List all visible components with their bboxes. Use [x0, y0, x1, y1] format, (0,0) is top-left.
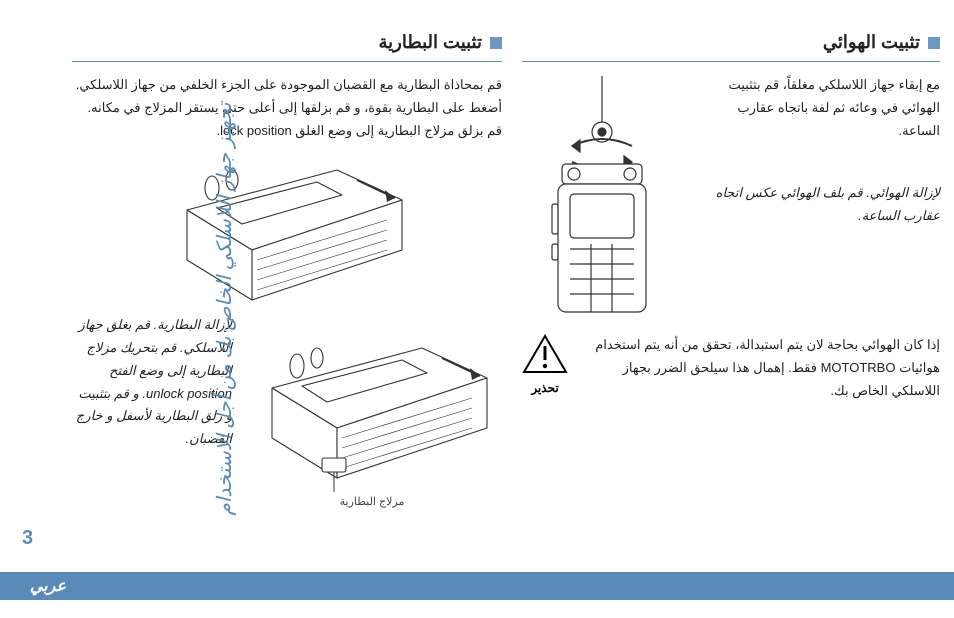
- content-area: تثبيت الهوائي مع إبقاء جهاز اللاسلكي مغل…: [58, 0, 954, 618]
- right-column: تثبيت البطارية قم بمحاذاة البطارية مع ال…: [72, 32, 502, 558]
- caution-block: إذا كان الهوائي بحاجة لان يتم استبدالة، …: [522, 334, 940, 402]
- section-divider: [522, 61, 940, 62]
- battery-figure-install: [157, 150, 417, 310]
- battery-remove-para: لإزالة البطارية. قم بغلق جهاز اللاسلكي. …: [72, 314, 232, 451]
- section-heading-antenna: تثبيت الهوائي: [522, 32, 940, 53]
- battery-figure-remove: مزلاج البطارية: [242, 318, 502, 498]
- manual-page: تثبيت الهوائي مع إبقاء جهاز اللاسلكي مغل…: [0, 0, 954, 618]
- heading-bullet-icon: [490, 37, 502, 49]
- caution-icon-wrap: تحذير: [522, 334, 568, 395]
- battery-install-para: قم بمحاذاة البطارية مع القضبان الموجودة …: [72, 74, 502, 142]
- side-tab: تجهيز جهاز اللاسلكي الخاص بك من أجل الاس…: [0, 0, 58, 618]
- heading-text: تثبيت الهوائي: [823, 32, 920, 53]
- footer-bar: [0, 572, 954, 600]
- side-tab-text: تجهيز جهاز اللاسلكي الخاص بك من أجل الاس…: [212, 102, 237, 515]
- footer-language-label: عربي: [30, 576, 66, 596]
- battery-remove-block: مزلاج البطارية لإزالة البطارية. قم بغلق …: [72, 314, 502, 498]
- heading-text: تثبيت البطارية: [379, 32, 483, 53]
- heading-bullet-icon: [928, 37, 940, 49]
- page-number: 3: [22, 527, 33, 550]
- left-column: تثبيت الهوائي مع إبقاء جهاز اللاسلكي مغل…: [522, 32, 940, 558]
- section-heading-battery: تثبيت البطارية: [72, 32, 502, 53]
- caution-label: تحذير: [522, 381, 568, 395]
- section-divider: [72, 61, 502, 62]
- battery-remove-text: لإزالة البطارية. قم بغلق جهاز اللاسلكي. …: [72, 314, 232, 451]
- antenna-install-para: مع إبقاء جهاز اللاسلكي مغلقاً، قم بتثبيت…: [698, 74, 940, 142]
- antenna-text-block: مع إبقاء جهاز اللاسلكي مغلقاً، قم بتثبيت…: [698, 74, 940, 228]
- caution-text: إذا كان الهوائي بحاجة لان يتم استبدالة، …: [580, 334, 940, 402]
- antenna-content-row: مع إبقاء جهاز اللاسلكي مغلقاً، قم بتثبيت…: [522, 74, 940, 314]
- antenna-remove-para: لإزالة الهوائي. قم بلف الهوائي عكس اتجاه…: [698, 182, 940, 228]
- antenna-figure: [522, 74, 682, 314]
- warning-triangle-icon: [522, 334, 568, 374]
